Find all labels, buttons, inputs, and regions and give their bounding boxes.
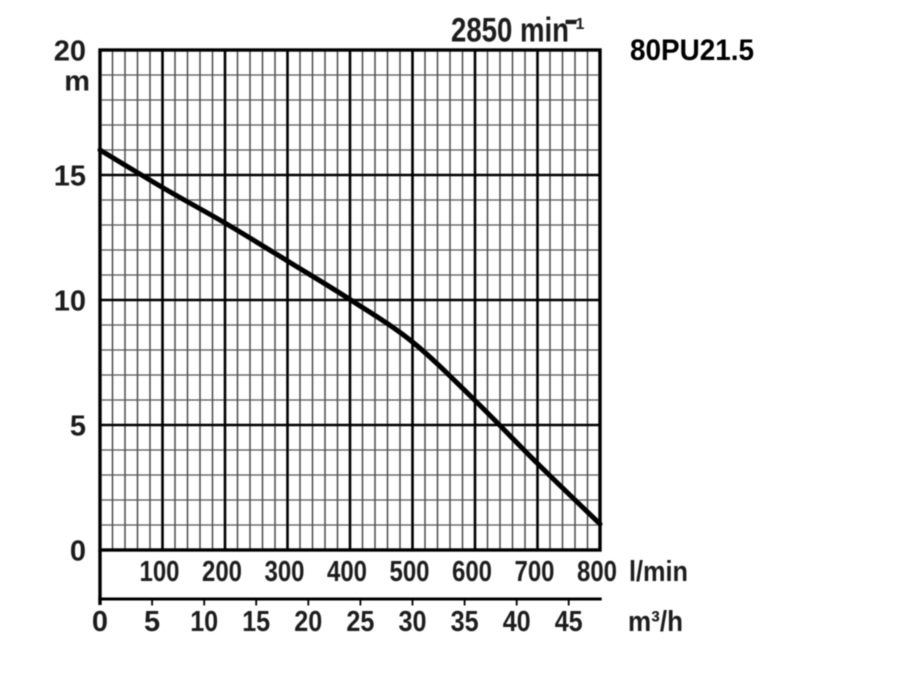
svg-text:m: m (64, 66, 90, 98)
svg-text:5: 5 (70, 411, 86, 443)
svg-text:m³/h: m³/h (628, 606, 683, 638)
svg-text:80PU21.5: 80PU21.5 (630, 34, 754, 67)
svg-text:20: 20 (54, 36, 86, 68)
svg-text:15: 15 (242, 606, 270, 638)
svg-text:0: 0 (70, 536, 86, 568)
svg-text:0: 0 (92, 606, 108, 638)
svg-text:10: 10 (190, 606, 218, 638)
svg-text:40: 40 (503, 606, 531, 638)
svg-text:2850 min: 2850 min (451, 12, 569, 50)
svg-text:400: 400 (327, 556, 367, 588)
svg-text:1: 1 (576, 16, 585, 33)
svg-text:200: 200 (202, 556, 242, 588)
svg-text:30: 30 (399, 606, 427, 638)
svg-text:35: 35 (451, 606, 479, 638)
svg-text:45: 45 (555, 606, 583, 638)
svg-text:600: 600 (452, 556, 492, 588)
svg-text:25: 25 (346, 606, 374, 638)
svg-text:l/min: l/min (629, 556, 688, 588)
svg-text:20: 20 (294, 606, 322, 638)
svg-text:300: 300 (265, 556, 305, 588)
svg-text:10: 10 (54, 286, 86, 318)
svg-text:100: 100 (140, 556, 180, 588)
svg-text:5: 5 (144, 606, 160, 638)
svg-text:700: 700 (515, 556, 555, 588)
svg-text:15: 15 (54, 161, 86, 193)
svg-text:500: 500 (390, 556, 430, 588)
svg-text:800: 800 (577, 556, 617, 588)
